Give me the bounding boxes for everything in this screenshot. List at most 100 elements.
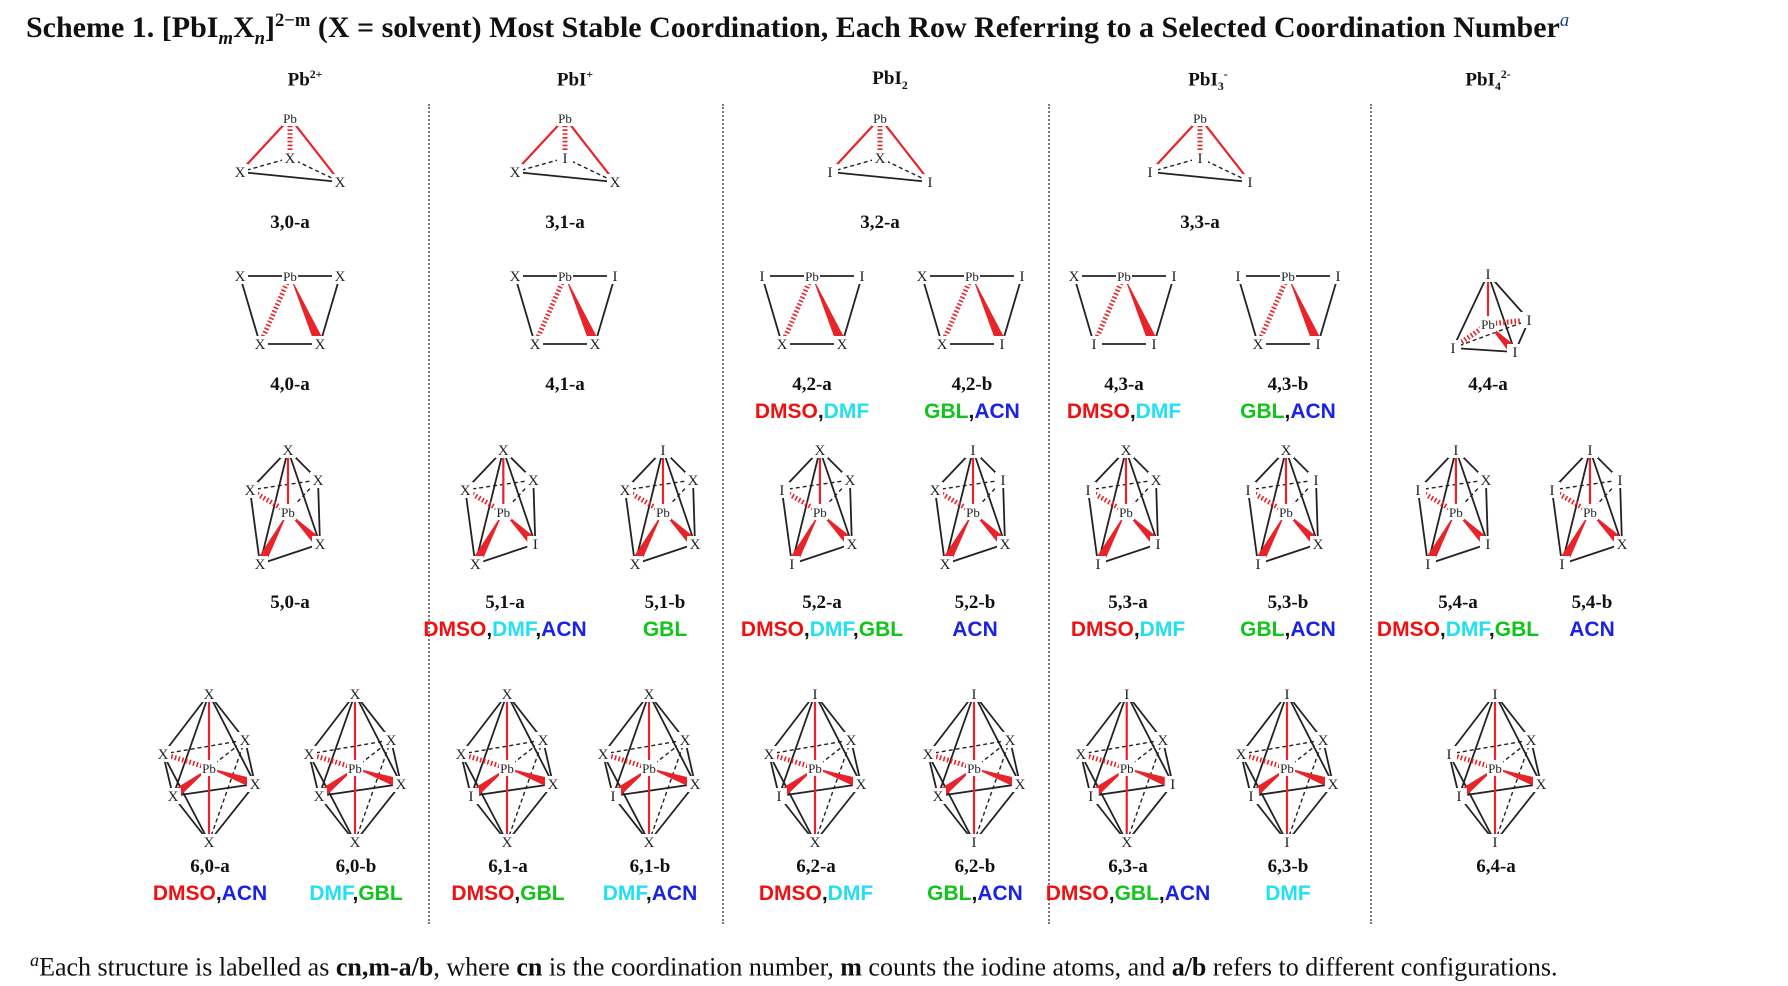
ligand-atom-label: I (790, 557, 795, 573)
footnote: aEach structure is labelled as cn,m-a/b,… (30, 950, 1558, 982)
bond (162, 739, 246, 755)
solvent-acn: ACN (977, 882, 1023, 905)
bond (502, 449, 536, 545)
atom-backdrop (627, 556, 643, 572)
bond (532, 479, 536, 545)
atom-backdrop (332, 268, 348, 284)
bond (829, 171, 931, 183)
structure-label: 5,1-a (485, 592, 525, 613)
bond (564, 117, 616, 183)
bond (927, 753, 975, 843)
ligand-atom-label: X (245, 483, 256, 499)
lead-atom-label: Pb (808, 761, 822, 776)
bond (308, 739, 392, 755)
atom-backdrop (282, 110, 298, 126)
solvent-separator: , (645, 882, 652, 905)
atom-backdrop (237, 732, 253, 748)
atom-backdrop (822, 164, 838, 180)
solvent-dmso: DMSO (152, 882, 216, 905)
structure-label: 3,3-a (1180, 212, 1220, 233)
bond (602, 753, 650, 843)
bond (814, 739, 852, 843)
solvent-gbl: GBL (1114, 882, 1159, 905)
solvent-acn: ACN (1164, 882, 1211, 905)
ligand-atom-label: I (1527, 313, 1532, 329)
lead-atom-label: Pb (805, 269, 819, 284)
ligand-atom-label: X (1121, 443, 1132, 459)
solvent-separator: , (821, 882, 828, 905)
atom-backdrop (872, 110, 888, 126)
bond (1149, 157, 1201, 173)
wedge-bond (355, 768, 403, 789)
structure-4-2-a: Pb I I X X 4,2-a DMSO,DMF (752, 262, 872, 424)
atom-backdrop (1250, 556, 1266, 572)
bond (1155, 479, 1159, 545)
lead-atom-label: Pb (642, 761, 656, 776)
bond (937, 693, 975, 797)
molecule-drawing: Pb X X X X X (242, 442, 328, 573)
bond (934, 489, 946, 565)
atom-backdrop (1310, 536, 1326, 552)
solvent-list: DMSO,ACN (145, 882, 275, 906)
ligand-atom-label: X (1122, 835, 1133, 851)
atom-backdrop (966, 760, 982, 776)
solvent-separator: , (535, 618, 542, 641)
bond (1315, 479, 1319, 545)
atom-backdrop (1242, 174, 1258, 190)
solvent-list: DMSO,DMF (752, 400, 872, 424)
bond (319, 275, 341, 345)
ligand-atom-label: X (386, 733, 397, 749)
solvent-list: ACN (915, 618, 1035, 642)
bond (1090, 693, 1128, 797)
ligand-atom-label: I (928, 175, 933, 191)
bond (624, 479, 694, 491)
ligand-atom-label: X (1328, 777, 1339, 793)
bond (1247, 479, 1317, 491)
atom-backdrop (842, 472, 858, 488)
ligand-atom-label: I (1588, 443, 1593, 459)
lead-atom-label: Pb (1120, 761, 1134, 776)
lead-atom-label: Pb (281, 505, 295, 520)
atom-backdrop (201, 834, 217, 850)
ligand-atom-label: I (1248, 175, 1253, 191)
molecule-drawing: Pb I X X X X I (920, 686, 1028, 851)
ligand-atom-label: X (1151, 473, 1162, 489)
structure-6-3-a: Pb I X X I I X 6,3-a DMSO,GBL,ACN (1046, 684, 1211, 906)
bond (944, 449, 974, 565)
wedge-bond (290, 276, 325, 347)
structure-4-0-a: Pb X X X X 4,0-a (230, 262, 350, 396)
atom-backdrop (872, 150, 888, 166)
atom-backdrop (844, 536, 860, 552)
ligand-atom-label: X (313, 473, 324, 489)
bond (208, 739, 246, 843)
atom-backdrop (466, 556, 483, 572)
atom-backdrop (1012, 776, 1028, 792)
solvent-list: DMSO,DMF,GBL (1377, 618, 1539, 642)
solvent-list: DMSO,GBL,ACN (1046, 882, 1211, 906)
atom-backdrop (605, 788, 621, 804)
structure-3-1-a: Pb X I X 3,1-a (505, 110, 625, 234)
structure-label: 4,1-a (545, 374, 585, 395)
bond (648, 783, 696, 843)
ligand-atom-label: X (396, 777, 407, 793)
bond (937, 783, 1021, 797)
structure-5-2-a: Pb X I X X I 5,2-a DMSO,DMF,GBL (741, 440, 903, 642)
molecule-drawing: Pb X I X I I (1080, 442, 1166, 573)
ligand-atom-label: X (204, 835, 215, 851)
ligand-atom-label: I (1314, 473, 1319, 489)
ligand-atom-label: X (283, 443, 294, 459)
structure-label: 6,2-b (954, 856, 996, 877)
ligand-atom-label: I (1447, 747, 1452, 763)
solvent-separator: , (1488, 618, 1495, 641)
ligand-atom-label: X (846, 733, 857, 749)
ligand-atom-label: I (1236, 269, 1241, 285)
lead-atom-label: Pb (1488, 761, 1502, 776)
structure-label: 3,2-a (860, 212, 900, 233)
structure-4-3-a: Pb X I I I 4,3-a DMSO,DMF (1064, 262, 1184, 424)
atom-backdrop (252, 336, 268, 352)
solvent-list: GBL,ACN (912, 400, 1032, 424)
ligand-atom-label: X (460, 483, 471, 499)
bond (814, 783, 862, 843)
ligand-atom-label: X (470, 557, 481, 573)
atom-backdrop (1014, 268, 1030, 284)
